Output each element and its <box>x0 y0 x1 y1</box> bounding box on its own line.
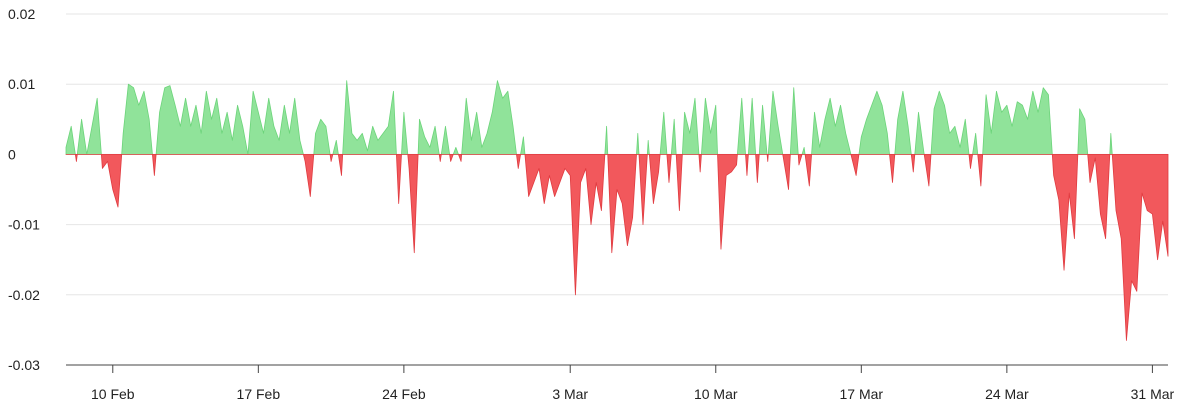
y-tick-label: -0.02 <box>8 287 40 303</box>
x-tick-label: 10 Feb <box>91 386 135 402</box>
area-series <box>65 80 1169 341</box>
x-tick-label: 24 Feb <box>382 386 426 402</box>
x-tick-label: 24 Mar <box>985 386 1029 402</box>
negative-area <box>65 154 1169 341</box>
x-tick-label: 10 Mar <box>694 386 738 402</box>
x-axis-labels: 10 Feb 17 Feb 24 Feb 3 Mar 10 Mar 17 Mar 24 Ma… <box>91 386 1175 402</box>
x-tick-label: 3 Mar <box>552 386 588 402</box>
y-tick-label: 0 <box>8 146 16 162</box>
y-axis-labels: 0.02 0.01 0 -0.01 -0.02 -0.03 <box>8 6 40 373</box>
y-tick-label: -0.03 <box>8 357 40 373</box>
x-tick-label: 17 Mar <box>840 386 884 402</box>
x-tick-label: 31 Mar <box>1131 386 1175 402</box>
y-tick-label: 0.02 <box>8 6 35 22</box>
positive-area <box>65 80 1169 155</box>
y-tick-label: 0.01 <box>8 76 35 92</box>
x-axis <box>66 364 1168 373</box>
x-tick-label: 17 Feb <box>237 386 281 402</box>
y-tick-label: -0.01 <box>8 217 40 233</box>
